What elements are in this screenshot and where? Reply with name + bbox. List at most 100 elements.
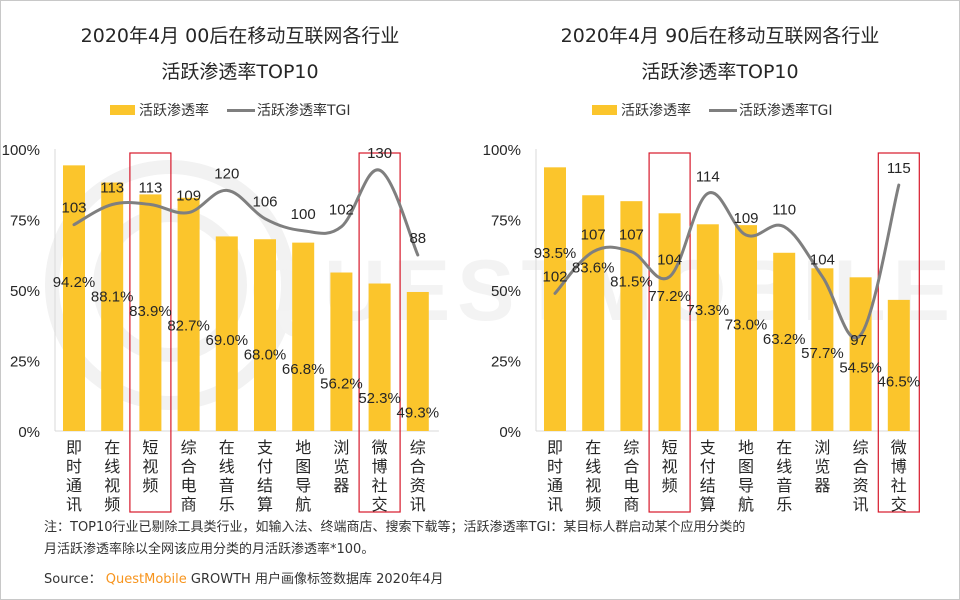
x-tick-label: 社 [891, 477, 907, 495]
x-tick-label: 交 [891, 496, 907, 514]
y-tick-label: 75% [10, 213, 40, 230]
highlight-box [648, 152, 691, 513]
legend-bar-label: 活跃渗透率 [139, 103, 209, 119]
bar-data-label: 93.5% [534, 245, 577, 262]
legend-item-bar: 活跃渗透率 [592, 100, 691, 120]
left-chart-title-line2: 活跃渗透率TOP10 [161, 61, 319, 83]
x-tick-label: 地 [738, 439, 754, 457]
x-tick-label: 导 [738, 477, 754, 495]
tgi-data-label: 113 [138, 180, 162, 197]
x-tick-label: 讯 [853, 496, 869, 514]
x-tick-label: 图 [738, 459, 754, 476]
footnote: 注：TOP10行业已剔除工具类行业，如输入法、终端商店、搜索下载等；活跃渗透率T… [44, 517, 924, 561]
x-tick-label: 合 [181, 458, 197, 476]
legend-line-label: 活跃渗透率TGI [739, 103, 833, 119]
x-tick-label: 博 [891, 458, 907, 476]
source-prefix: Source： [44, 572, 102, 587]
bar-data-label: 83.6% [572, 259, 615, 276]
x-tick-label: 算 [257, 495, 273, 514]
bar-综合资讯 [406, 291, 429, 431]
bar-data-label: 82.7% [167, 318, 210, 335]
x-tick-label: 支 [257, 439, 273, 457]
tgi-data-label: 102 [542, 268, 567, 285]
bar-地图导航 [292, 242, 315, 431]
bar-支付结算 [254, 239, 276, 431]
bar-data-label: 73.3% [687, 302, 730, 319]
x-tick-label: 频 [104, 496, 120, 514]
x-tick-label: 航 [295, 496, 311, 514]
x-tick-label: 器 [814, 477, 830, 495]
y-tick-label: 75% [491, 213, 521, 230]
tgi-data-label: 110 [772, 202, 796, 219]
x-tick-label: 导 [295, 477, 311, 495]
x-tick-label: 合 [410, 458, 426, 476]
x-tick-label: 电 [623, 477, 639, 495]
x-tick-label: 乐 [776, 496, 792, 514]
x-tick-label: 浏 [333, 439, 349, 457]
x-tick-label: 乐 [219, 496, 235, 514]
bar-data-label: 94.2% [53, 274, 96, 291]
left-chart-title-line1: 2020年4月 00后在移动互联网各行业 [80, 25, 400, 47]
bar-综合资讯 [849, 277, 872, 431]
x-tick-label: 地 [295, 439, 311, 457]
bar-短视频 [658, 213, 681, 431]
x-tick-label: 音 [776, 477, 792, 495]
x-tick-label: 短 [662, 439, 678, 457]
y-tick-label: 25% [491, 354, 521, 371]
x-tick-label: 资 [853, 477, 869, 495]
footnote-line2: 月活跃渗透率除以全网该应用分类的月活跃渗透率*100。 [44, 542, 375, 557]
bar-data-label: 88.1% [91, 289, 134, 306]
x-tick-label: 在 [585, 439, 601, 457]
bar-在线音乐 [773, 252, 796, 431]
legend-bar-swatch [110, 105, 135, 115]
bar-data-label: 66.8% [282, 361, 325, 378]
bar-综合电商 [177, 197, 200, 431]
x-tick-label: 览 [814, 458, 830, 476]
x-tick-label: 频 [142, 477, 158, 495]
bar-data-label: 56.2% [320, 376, 363, 393]
bar-data-label: 63.2% [763, 331, 806, 348]
x-tick-label: 在 [219, 439, 235, 457]
legend-line-swatch [709, 108, 737, 112]
right-chart-title-line2: 活跃渗透率TOP10 [641, 61, 799, 83]
bar-浏览器 [330, 272, 353, 431]
y-tick-label: 100% [483, 142, 521, 159]
tgi-data-label: 97 [850, 332, 867, 349]
left-legend: 活跃渗透率 活跃渗透率TGI [110, 100, 369, 120]
x-tick-label: 讯 [410, 496, 426, 514]
tgi-data-label: 88 [409, 230, 426, 247]
tgi-data-label: 103 [61, 200, 86, 217]
x-tick-label: 频 [662, 477, 678, 495]
x-tick-label: 线 [104, 458, 120, 476]
bar-data-label: 81.5% [610, 274, 653, 291]
x-tick-label: 视 [662, 458, 678, 476]
y-tick-label: 100% [2, 142, 40, 159]
bar-data-label: 57.7% [801, 345, 844, 362]
tgi-data-label: 115 [887, 160, 911, 177]
tgi-data-label: 130 [367, 145, 392, 162]
x-tick-label: 即 [547, 440, 563, 457]
x-tick-label: 商 [623, 496, 639, 514]
x-tick-label: 时 [547, 458, 563, 476]
x-tick-label: 览 [333, 458, 349, 476]
x-tick-label: 算 [700, 495, 716, 514]
bar-data-label: 73.0% [725, 317, 768, 334]
y-tick-label: 0% [18, 424, 40, 441]
tgi-data-label: 114 [696, 168, 720, 185]
x-tick-label: 航 [738, 496, 754, 514]
tgi-data-label: 113 [100, 180, 124, 197]
x-tick-label: 线 [585, 458, 601, 476]
x-tick-label: 交 [372, 496, 388, 514]
x-tick-label: 微 [372, 439, 388, 457]
highlight-box [358, 152, 401, 513]
x-tick-label: 合 [853, 458, 869, 476]
bar-data-label: 46.5% [878, 374, 921, 391]
y-tick-label: 50% [491, 283, 521, 300]
x-tick-label: 在 [104, 439, 120, 457]
x-tick-label: 综 [623, 439, 639, 457]
source-line: Source： QuestMobile GROWTH 用户画像标签数据库 202… [44, 568, 443, 587]
bar-综合电商 [620, 201, 643, 431]
source-rest: GROWTH 用户画像标签数据库 2020年4月 [190, 572, 444, 587]
x-tick-label: 结 [257, 477, 273, 495]
